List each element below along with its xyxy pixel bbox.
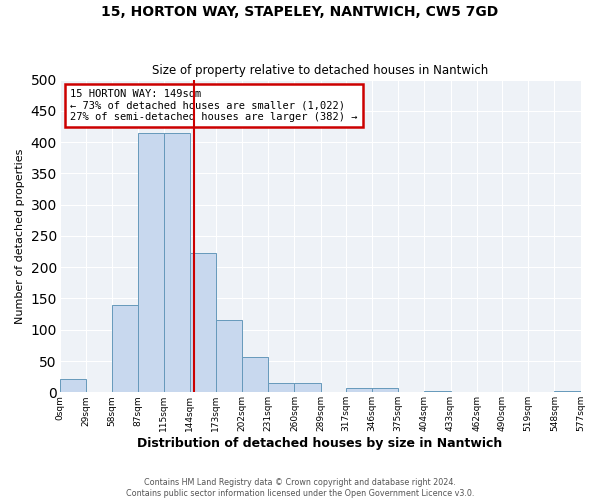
Bar bbox=[346, 388, 372, 392]
Text: Contains HM Land Registry data © Crown copyright and database right 2024.
Contai: Contains HM Land Registry data © Crown c… bbox=[126, 478, 474, 498]
Text: 15 HORTON WAY: 149sqm
← 73% of detached houses are smaller (1,022)
27% of semi-d: 15 HORTON WAY: 149sqm ← 73% of detached … bbox=[70, 89, 358, 122]
Bar bbox=[242, 356, 268, 392]
Text: 15, HORTON WAY, STAPELEY, NANTWICH, CW5 7GD: 15, HORTON WAY, STAPELEY, NANTWICH, CW5 … bbox=[101, 5, 499, 19]
Y-axis label: Number of detached properties: Number of detached properties bbox=[15, 148, 25, 324]
Bar bbox=[190, 254, 216, 392]
X-axis label: Distribution of detached houses by size in Nantwich: Distribution of detached houses by size … bbox=[137, 437, 503, 450]
Title: Size of property relative to detached houses in Nantwich: Size of property relative to detached ho… bbox=[152, 64, 488, 77]
Bar bbox=[60, 378, 86, 392]
Bar bbox=[268, 383, 295, 392]
Bar bbox=[138, 132, 164, 392]
Bar bbox=[554, 391, 581, 392]
Bar bbox=[216, 320, 242, 392]
Bar bbox=[372, 388, 398, 392]
Bar bbox=[295, 383, 320, 392]
Bar bbox=[424, 391, 451, 392]
Bar bbox=[112, 304, 138, 392]
Bar bbox=[164, 132, 190, 392]
